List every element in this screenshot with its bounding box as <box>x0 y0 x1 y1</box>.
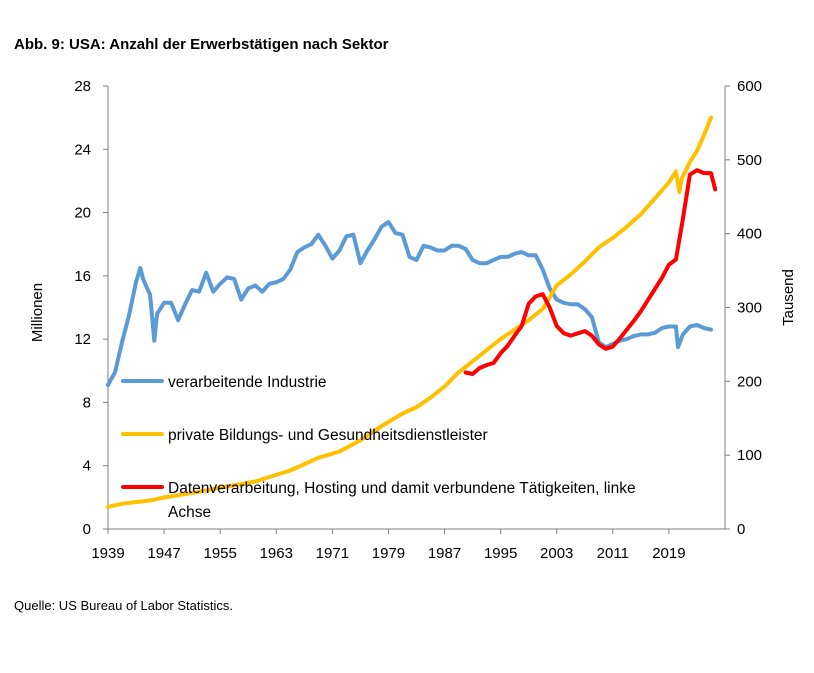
right-tick-label: 300 <box>737 300 762 317</box>
x-tick-label: 1987 <box>428 545 461 562</box>
left-tick-label: 20 <box>74 205 91 222</box>
x-tick-label: 1971 <box>316 545 349 562</box>
series-line-data-processing <box>463 168 718 376</box>
x-tick-label: 2003 <box>540 545 573 562</box>
x-tick-label: 1995 <box>484 545 517 562</box>
legend: verarbeitende Industrie private Bildungs-… <box>121 374 636 521</box>
right-tick-label: 400 <box>737 226 762 243</box>
series-line-education-health <box>106 115 713 509</box>
x-tick-label: 1939 <box>91 545 124 562</box>
left-tick-label: 28 <box>74 78 91 95</box>
legend-entry-data-processing: Datenverarbeitung, Hosting und damit ver… <box>121 480 636 521</box>
legend-entry-education-health: private Bildungs- und Gesundheitsdienstl… <box>121 427 488 444</box>
x-tick-label: 1979 <box>372 545 405 562</box>
left-tick-label: 8 <box>83 394 91 411</box>
left-tick-label: 12 <box>74 331 91 348</box>
x-tick-label: 1955 <box>203 545 236 562</box>
series-lines <box>106 115 718 509</box>
legend-label: private Bildungs- und Gesundheitsdienstl… <box>168 427 488 444</box>
legend-entry-manufacturing: verarbeitende Industrie <box>121 374 327 391</box>
chart-title: Abb. 9: USA: Anzahl der Erwerbstätigen n… <box>14 36 389 53</box>
right-tick-label: 200 <box>737 373 762 390</box>
x-tick-label: 1947 <box>147 545 180 562</box>
x-tick-label: 2011 <box>597 545 629 562</box>
left-tick-label: 4 <box>83 458 91 475</box>
left-tick-label: 0 <box>83 521 91 538</box>
legend-label: verarbeitende Industrie <box>168 374 327 391</box>
left-tick-label: 24 <box>74 141 91 158</box>
right-tick-label: 600 <box>737 78 762 95</box>
left-axis-title: Millionen <box>29 283 46 342</box>
series-line-manufacturing <box>106 220 713 387</box>
left-tick-label: 16 <box>74 268 91 285</box>
right-tick-label: 500 <box>737 152 762 169</box>
x-tick-label: 1963 <box>260 545 293 562</box>
legend-label-continued: Achse <box>168 504 211 521</box>
right-tick-label: 0 <box>737 521 745 538</box>
legend-label: Datenverarbeitung, Hosting und damit ver… <box>168 480 636 497</box>
right-axis-title: Tausend <box>780 269 797 326</box>
source-note: Quelle: US Bureau of Labor Statistics. <box>14 598 233 613</box>
axes: 0 4 8 12 16 20 24 28 0 100 200 300 400 500 600 1939 1947… <box>29 78 797 562</box>
right-tick-label: 100 <box>737 447 762 464</box>
x-tick-label: 2019 <box>652 545 685 562</box>
